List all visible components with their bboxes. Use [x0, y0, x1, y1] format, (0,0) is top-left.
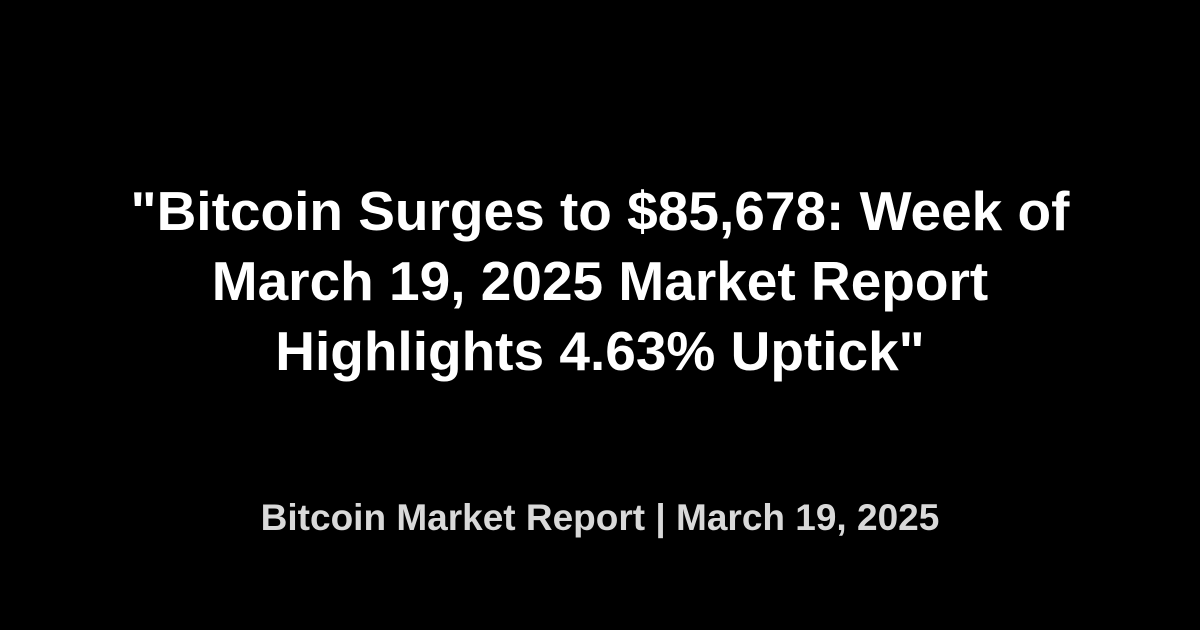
headline: "Bitcoin Surges to $85,678: Week of Marc…	[130, 180, 1070, 382]
subline: Bitcoin Market Report | March 19, 2025	[260, 497, 940, 538]
